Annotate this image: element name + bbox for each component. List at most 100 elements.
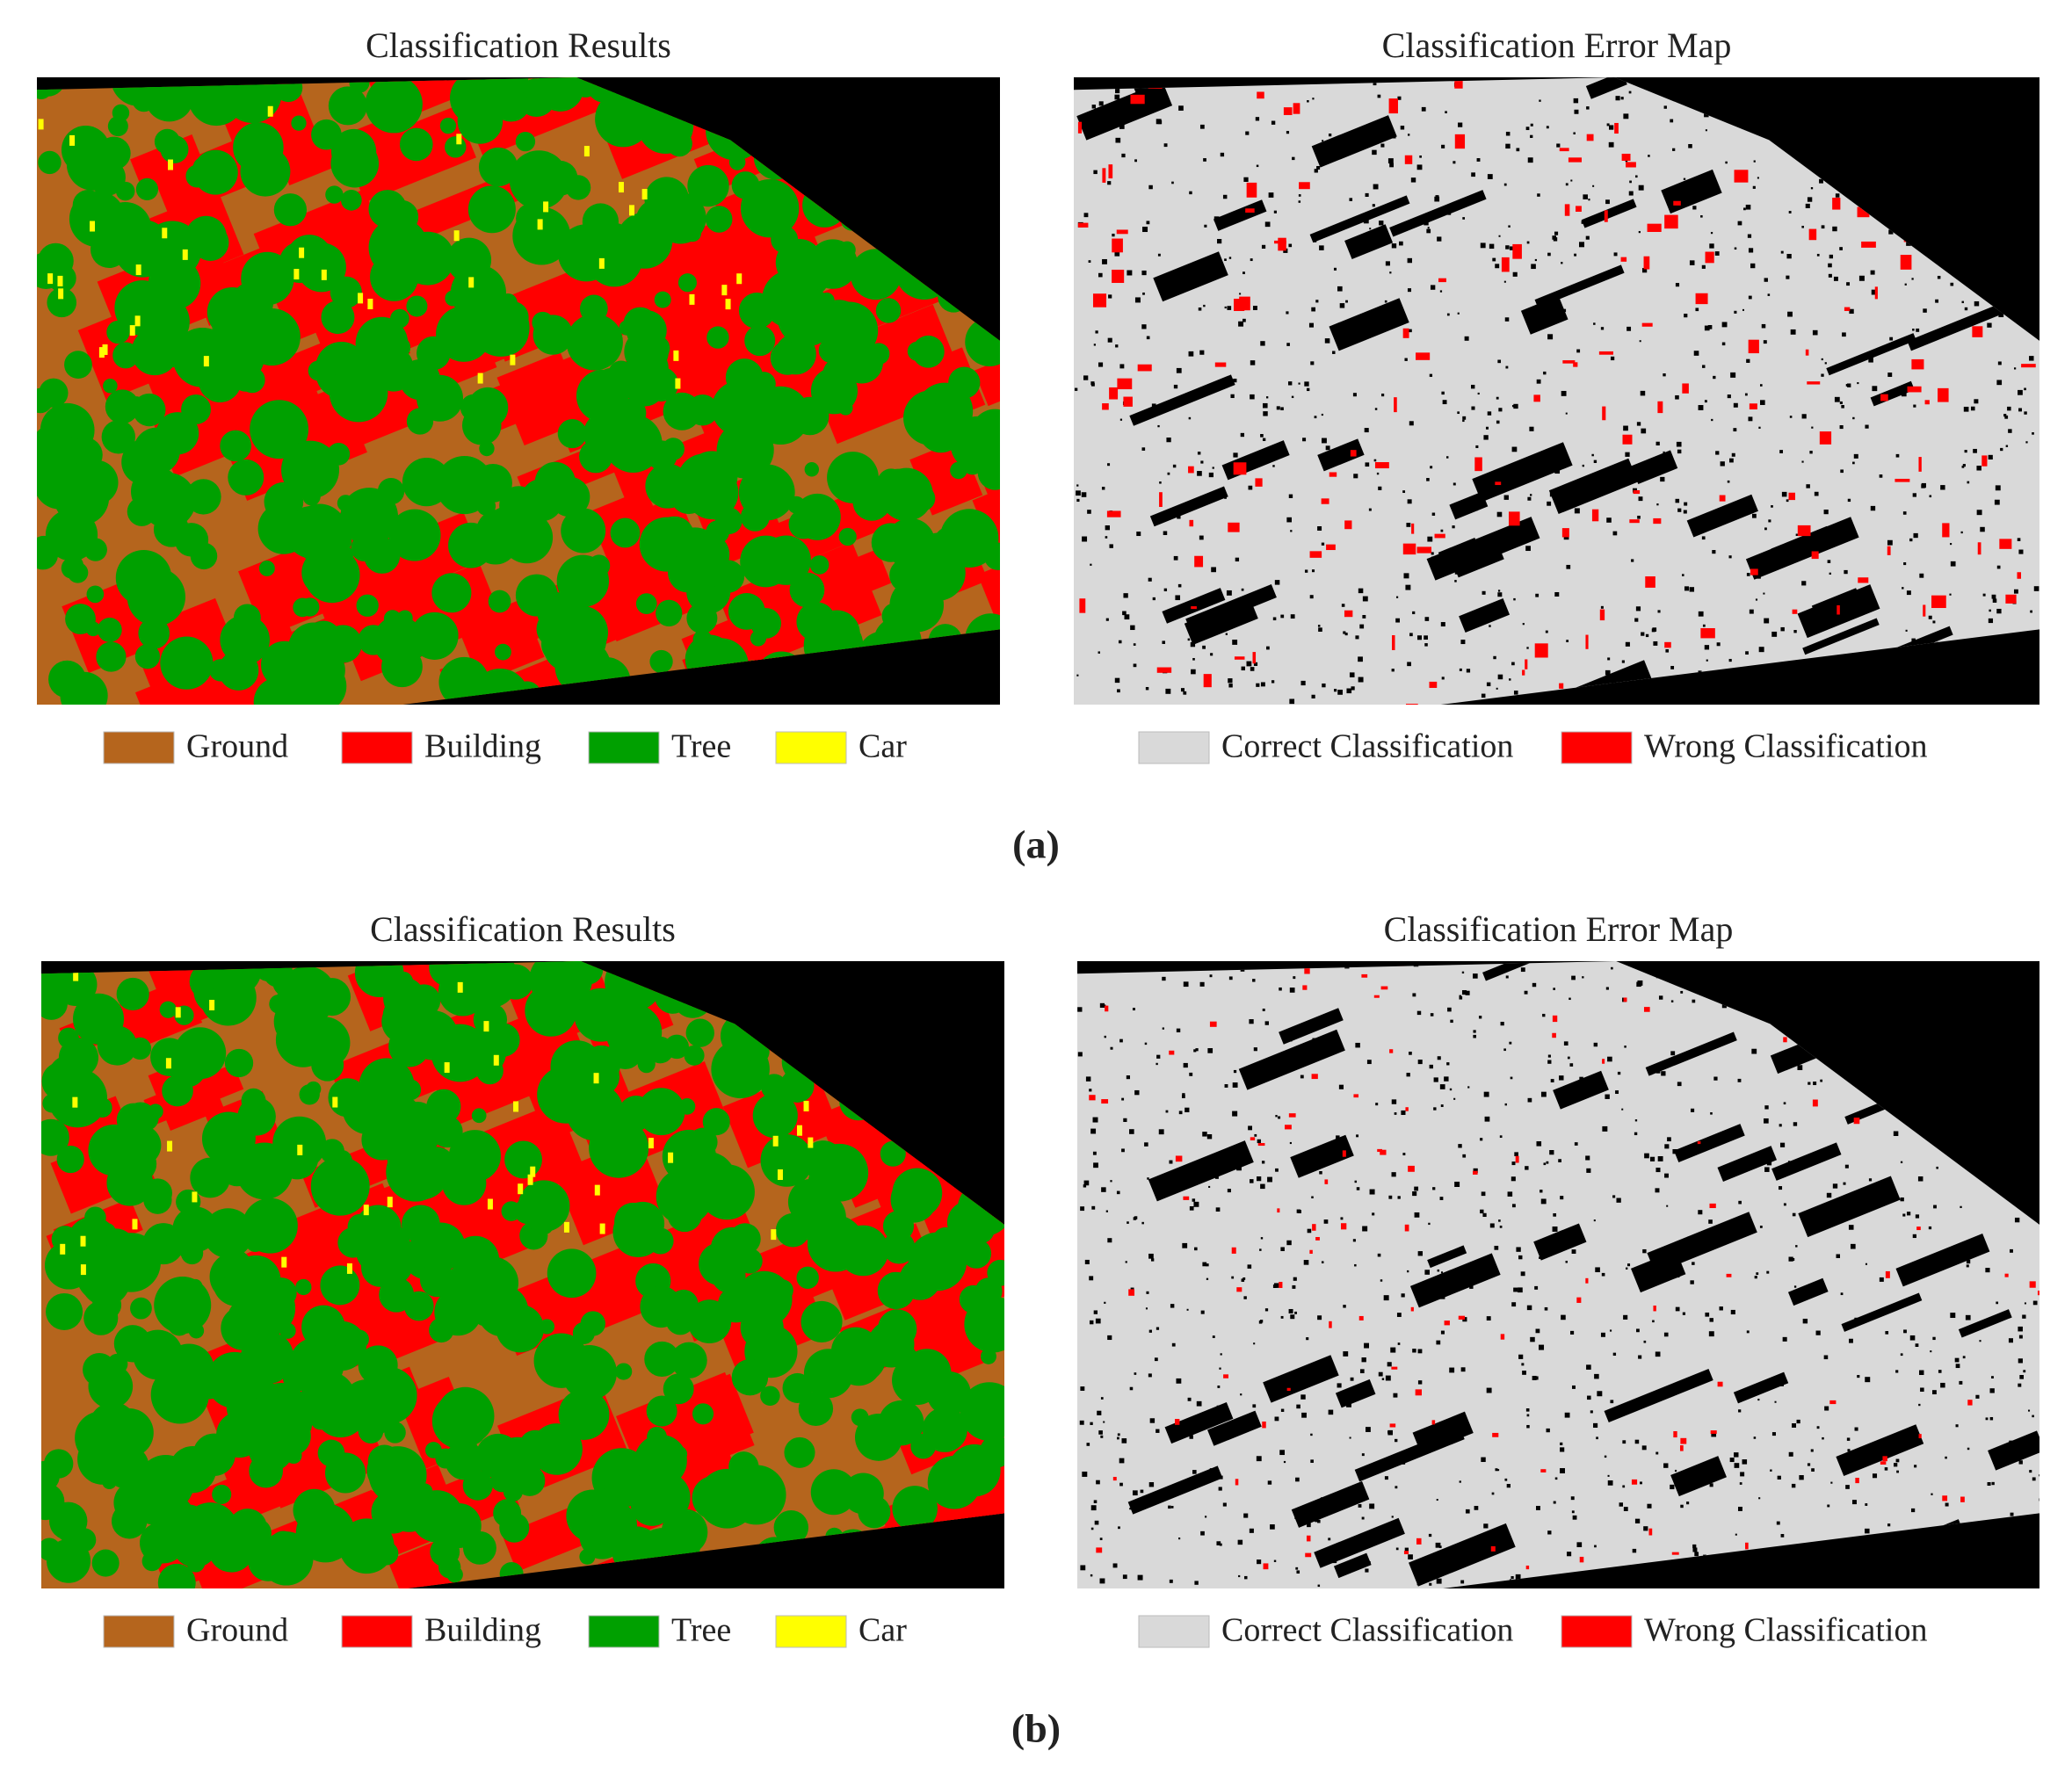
speck [1434,196,1440,202]
speck [2024,411,2027,415]
speck [1650,1270,1655,1275]
speck [1489,1223,1495,1228]
legend-label: Car [859,728,907,765]
speck [1672,1148,1677,1154]
speck [1080,1386,1085,1391]
speck [1480,1209,1484,1214]
speck [1870,270,1875,275]
speck [1303,1260,1309,1265]
speck [1286,343,1290,346]
speck [1535,593,1540,597]
speck [1583,194,1588,199]
speck [1403,573,1409,579]
building [996,1235,1004,1306]
speck [1436,1340,1441,1345]
speck [1676,441,1682,447]
error [1559,148,1569,152]
speck [1845,1485,1850,1489]
speck [1471,406,1475,410]
tree [400,1079,422,1101]
tree [525,95,540,112]
speck [2019,1374,2025,1379]
tree [364,537,401,574]
error [1188,466,1194,474]
speck [1296,1570,1300,1574]
tree [355,1205,402,1252]
speck [1146,336,1150,340]
error [1077,121,1083,134]
speck [1496,687,1498,690]
tree [637,1055,656,1074]
speck [1272,465,1275,467]
error [1629,519,1640,524]
speck [1431,512,1436,516]
speck [1445,1431,1448,1434]
speck [1657,1155,1663,1161]
speck [1779,450,1784,453]
speck [1180,688,1185,692]
error [1700,627,1715,639]
speck [1387,1429,1393,1436]
car [675,378,681,389]
shadow [1213,199,1267,231]
speck [1494,1245,1499,1250]
speck [1795,1245,1798,1248]
speck [1664,1173,1669,1178]
error [1631,1479,1638,1485]
speck [1549,492,1554,497]
speck [1243,1513,1249,1518]
speck [1300,680,1306,686]
speck [1714,511,1719,516]
tree [172,327,233,387]
error [1924,400,1930,405]
speck [1210,653,1213,656]
speck [1565,183,1568,186]
shadow [1686,494,1758,538]
speck [1759,384,1763,387]
tree [419,1262,455,1298]
speck [1194,1581,1199,1585]
speck [1189,619,1192,621]
speck [1181,1095,1185,1098]
tree [979,1435,1004,1468]
error [1923,604,1926,617]
tree [250,400,309,459]
tree [295,1278,312,1296]
speck [1395,303,1401,309]
speck [1867,1108,1873,1113]
error [1522,669,1525,676]
speck [1691,1108,1695,1112]
speck [1989,1451,1991,1454]
speck [1134,1372,1137,1375]
tree [160,134,189,163]
speck [1866,585,1869,589]
error [1109,387,1119,400]
speck [1793,630,1797,633]
error [1209,1021,1217,1027]
speck [1485,426,1489,430]
car [98,347,105,358]
tree [688,1127,718,1157]
tree [801,1300,843,1342]
shadow [1354,1427,1465,1482]
error [1981,455,1988,467]
error [1389,1049,1394,1053]
speck [1834,396,1840,402]
speck [1389,163,1394,168]
speck [1975,1394,1980,1399]
speck [1516,148,1520,152]
shadow [1631,450,1678,485]
tree [330,1149,352,1171]
tree [400,227,424,252]
speck [1632,1548,1637,1553]
shadow [1329,298,1409,351]
error [1473,1170,1478,1175]
speck [1092,1117,1098,1123]
speck [1216,1541,1221,1545]
speck [1267,1480,1272,1485]
error [1647,223,1662,232]
error [1857,206,1870,218]
speck [1567,1056,1570,1060]
speck [1464,336,1469,341]
